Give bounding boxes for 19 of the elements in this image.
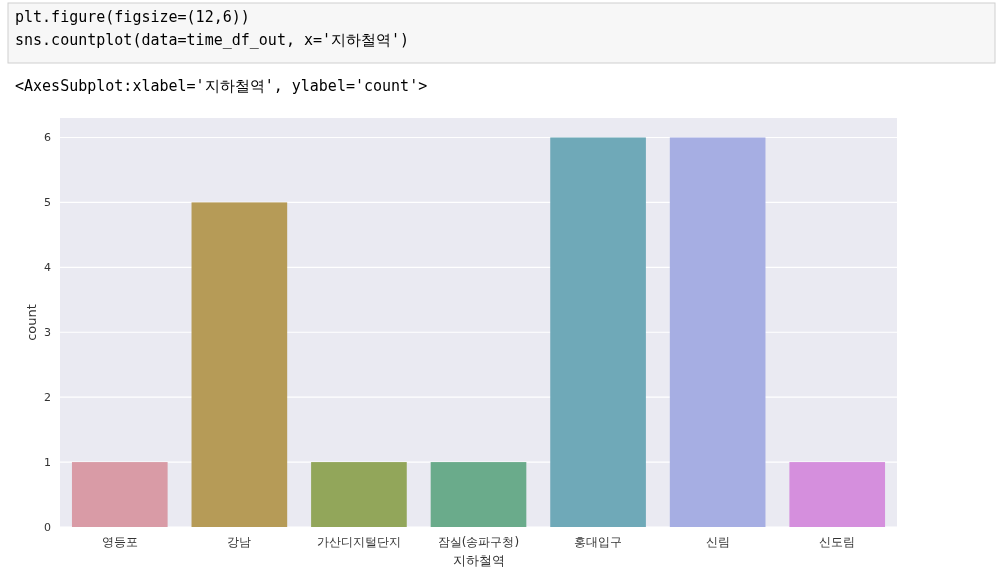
y-tick-label: 2 (44, 391, 51, 405)
x-tick-label: 가산디지털단지 (316, 535, 401, 549)
text: sns.countplot(data=time_df_out, x='지하철역') (15, 31, 410, 49)
x-tick-label: 신도림 (819, 535, 856, 549)
x-tick-label: 영등포 (101, 535, 138, 549)
x-tick-label: 잠실(송파구청) (437, 535, 520, 549)
text: <AxesSubplot:xlabel='지하철역', ylabel='count'> (15, 77, 428, 95)
y-tick-label: 1 (44, 456, 51, 470)
y-axis-title: count (24, 304, 39, 341)
x-tick-label: 신림 (705, 535, 730, 549)
y-tick-label: 5 (44, 196, 51, 210)
y-tick-label: 6 (44, 131, 51, 145)
y-tick-label: 3 (44, 326, 51, 340)
x-tick-label: 강남 (227, 535, 252, 549)
y-tick-label: 0 (44, 521, 51, 534)
x-axis-title: 지하철역 (452, 553, 505, 568)
text: plt.figure(figsize=(12,6)) (15, 8, 250, 26)
x-tick-label: 홍대입구 (574, 535, 623, 549)
y-tick-label: 4 (44, 261, 51, 275)
